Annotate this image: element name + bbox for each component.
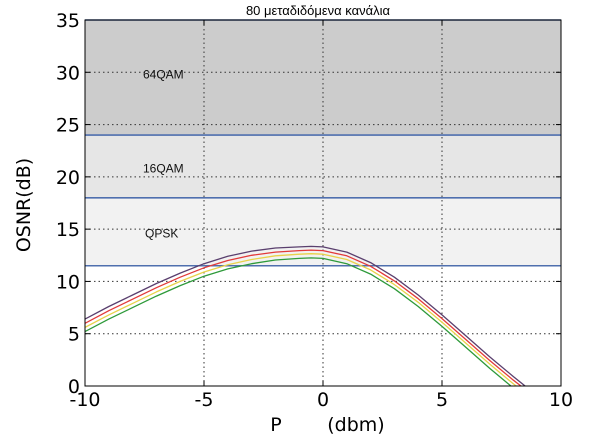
y-tick-label-3: 15 bbox=[56, 219, 80, 241]
region-labels: 64QAM 16QAM QPSK bbox=[143, 67, 184, 240]
series-line-2 bbox=[85, 253, 518, 386]
y-tick-label-2: 10 bbox=[56, 271, 80, 293]
axis-ticks: -10 -5 0 5 10 0 5 10 15 20 25 30 35 bbox=[56, 10, 573, 411]
region-label-16qam: 16QAM bbox=[143, 161, 184, 175]
x-axis-label-symbol: P bbox=[270, 414, 281, 436]
y-axis-label: OSNR(dB) bbox=[13, 158, 35, 252]
chart-title: 80 μεταδιδόμενα κανάλια bbox=[246, 3, 391, 18]
series-line-3 bbox=[85, 257, 512, 386]
x-tick-label-3: 5 bbox=[436, 389, 448, 411]
region-label-qpsk: QPSK bbox=[145, 226, 178, 240]
series-line-0 bbox=[85, 245, 527, 386]
region-label-64qam: 64QAM bbox=[143, 67, 184, 81]
x-tick-label-1: -5 bbox=[195, 389, 214, 411]
y-tick-label-4: 20 bbox=[56, 167, 80, 189]
x-tick-label-0: -10 bbox=[69, 389, 100, 411]
x-tick-label-4: 10 bbox=[549, 389, 573, 411]
x-tick-label-2: 0 bbox=[317, 389, 329, 411]
y-tick-label-6: 30 bbox=[56, 62, 80, 84]
data-series bbox=[85, 245, 527, 386]
y-tick-label-0: 0 bbox=[68, 376, 80, 398]
series-line-1 bbox=[85, 249, 523, 386]
y-tick-label-1: 5 bbox=[68, 324, 80, 346]
y-tick-label-7: 35 bbox=[56, 10, 80, 32]
x-axis-label-unit: (dbm) bbox=[327, 414, 384, 436]
y-tick-label-5: 25 bbox=[56, 115, 80, 137]
grid-lines bbox=[85, 20, 561, 386]
